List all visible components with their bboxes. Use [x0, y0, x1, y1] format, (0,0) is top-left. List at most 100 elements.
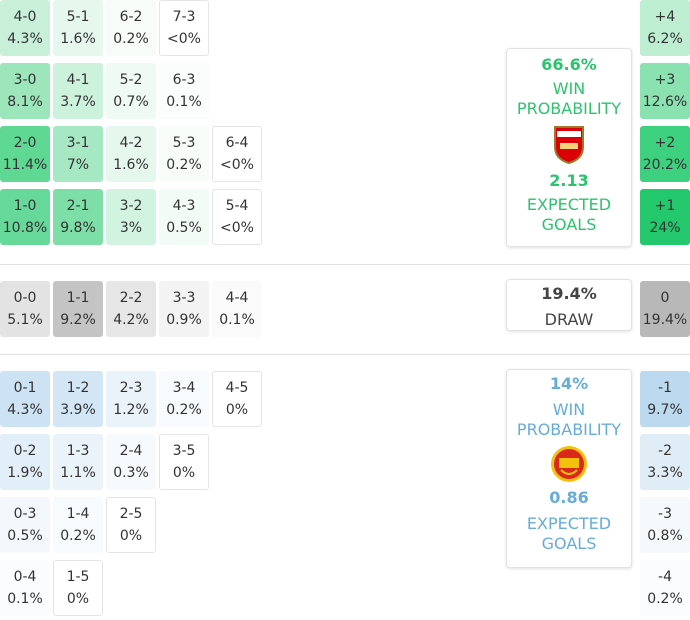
separator [0, 354, 690, 355]
scoreline: 5-4 [225, 198, 249, 214]
win-probability-value: 66.6% [541, 55, 597, 74]
probability: 1.2% [113, 402, 149, 418]
score-cell: 0-1 4.3% [0, 371, 50, 427]
home-panel: 66.6% WIN PROBABILITY 2.13 EXPECTED GOAL… [506, 48, 632, 247]
probability: 24% [649, 220, 681, 236]
draw-label: DRAW [544, 310, 594, 329]
scoreline: 5-1 [66, 9, 90, 25]
scoreline: -4 [658, 569, 672, 585]
scoreline: -1 [658, 380, 672, 396]
scoreline: 6-4 [225, 135, 249, 151]
probability: 0.1% [219, 312, 255, 328]
scoreline: -2 [658, 443, 672, 459]
scoreline: 0-3 [13, 506, 37, 522]
score-cell: 3-5 0% [159, 434, 209, 490]
draw-probability-value: 19.4% [541, 284, 597, 303]
score-cell: 1-4 0.2% [53, 497, 103, 553]
probability: 19.4% [642, 312, 688, 328]
probability: 0.2% [166, 157, 202, 173]
probability: 6.2% [647, 31, 683, 47]
win-probability-value: 14% [549, 374, 589, 393]
scoreline: 1-1 [66, 290, 90, 306]
score-cell: 0 19.4% [640, 281, 690, 337]
scoreline: 4-3 [172, 198, 196, 214]
probability: 3% [119, 220, 143, 236]
scoreline: 3-3 [172, 290, 196, 306]
scoreline: 5-3 [172, 135, 196, 151]
score-cell: 0-2 1.9% [0, 434, 50, 490]
scoreline: +2 [654, 135, 676, 151]
scoreline: 2-1 [66, 198, 90, 214]
probability: 3.7% [60, 94, 96, 110]
probability: 0.5% [166, 220, 202, 236]
score-cell: 1-3 1.1% [53, 434, 103, 490]
score-cell: 4-1 3.7% [53, 63, 103, 119]
scoreline: 1-5 [66, 569, 90, 585]
score-cell: +4 6.2% [640, 0, 690, 56]
probability: 1.9% [7, 465, 43, 481]
expected-goals-value: 0.86 [549, 488, 589, 507]
score-cell: 1-1 9.2% [53, 281, 103, 337]
score-cell: -2 3.3% [640, 434, 690, 490]
probability: 0.9% [166, 312, 202, 328]
score-cell: 5-3 0.2% [159, 126, 209, 182]
probability: 3.3% [647, 465, 683, 481]
scoreline: +3 [654, 72, 676, 88]
scoreline: 0-4 [13, 569, 37, 585]
scoreline: 3-5 [172, 443, 196, 459]
separator [0, 264, 690, 265]
probability: 0% [225, 402, 249, 418]
score-cell: -1 9.7% [640, 371, 690, 427]
score-cell: 1-0 10.8% [0, 189, 50, 245]
probability: 0% [172, 465, 196, 481]
probability: 0.2% [647, 591, 683, 607]
probability: 0.3% [113, 465, 149, 481]
probability: 0.1% [7, 591, 43, 607]
score-cell: 2-3 1.2% [106, 371, 156, 427]
score-cell: 6-4 <0% [212, 126, 262, 182]
expected-goals-label: EXPECTED GOALS [526, 514, 612, 553]
scoreline: +1 [654, 198, 676, 214]
score-cell: 3-2 3% [106, 189, 156, 245]
probability: <0% [167, 31, 201, 47]
probability: 1.6% [60, 31, 96, 47]
score-cell: 3-3 0.9% [159, 281, 209, 337]
scoreline: 3-4 [172, 380, 196, 396]
scoreline: 4-5 [225, 380, 249, 396]
score-cell: -3 0.8% [640, 497, 690, 553]
probability: 7% [66, 157, 90, 173]
win-probability-label: WIN PROBABILITY [516, 400, 622, 439]
scoreline: 3-1 [66, 135, 90, 151]
probability: 0.5% [7, 528, 43, 544]
probability: <0% [220, 220, 254, 236]
score-cell: 2-0 11.4% [0, 126, 50, 182]
probability: 9.7% [647, 402, 683, 418]
probability: 8.1% [7, 94, 43, 110]
score-cell: 6-3 0.1% [159, 63, 209, 119]
expected-goals-label: EXPECTED GOALS [526, 195, 612, 234]
score-cell: 2-2 4.2% [106, 281, 156, 337]
probability: <0% [220, 157, 254, 173]
scoreline: 5-2 [119, 72, 143, 88]
scoreline: 1-2 [66, 380, 90, 396]
probability: 0.2% [113, 31, 149, 47]
scoreline: 1-3 [66, 443, 90, 459]
score-cell: -4 0.2% [640, 560, 690, 616]
score-cell: 4-0 4.3% [0, 0, 50, 56]
scoreline: 6-2 [119, 9, 143, 25]
probability: 0.2% [60, 528, 96, 544]
scoreline: 1-0 [13, 198, 37, 214]
score-cell: 3-4 0.2% [159, 371, 209, 427]
win-probability-label: WIN PROBABILITY [516, 79, 622, 118]
probability: 0% [66, 591, 90, 607]
probability: 5.1% [7, 312, 43, 328]
score-cell: +2 20.2% [640, 126, 690, 182]
probability: 1.6% [113, 157, 149, 173]
score-cell: 6-2 0.2% [106, 0, 156, 56]
probability: 11.4% [2, 157, 48, 173]
probability: 10.8% [2, 220, 48, 236]
scoreline: -3 [658, 506, 672, 522]
score-cell: 5-4 <0% [212, 189, 262, 245]
probability: 0.7% [113, 94, 149, 110]
